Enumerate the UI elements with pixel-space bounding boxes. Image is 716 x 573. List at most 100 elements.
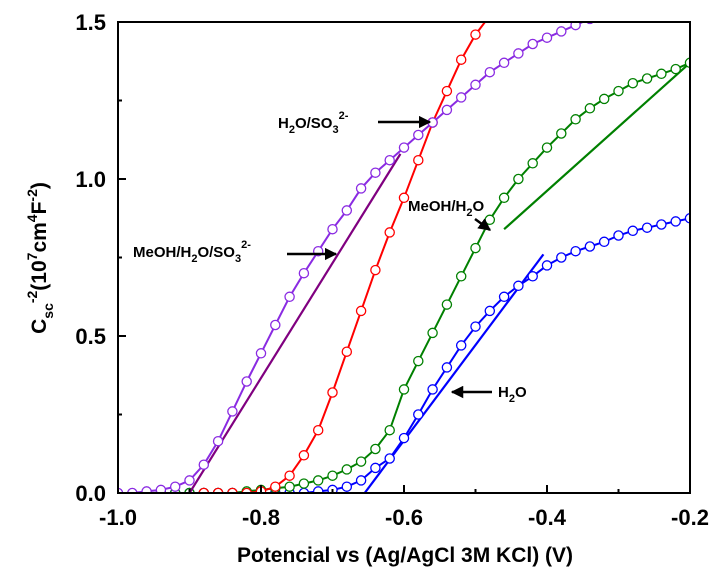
data-point <box>212 435 224 447</box>
x-axis-ticks: -1.0 -0.8 -0.6 -0.4 -0.2 <box>99 485 709 530</box>
data-point <box>370 264 381 276</box>
data-point <box>570 245 581 257</box>
data-point <box>441 299 453 310</box>
data-point <box>184 475 195 486</box>
data-point <box>684 213 690 224</box>
data-point <box>498 192 510 204</box>
data-point <box>527 38 538 50</box>
data-point <box>598 236 610 248</box>
data-point <box>341 205 353 216</box>
data-point <box>684 57 690 69</box>
curve-annotations: H2O/SO32- MeOH/H2O MeOH/H2O/SO32- H2O <box>133 110 527 405</box>
data-point <box>312 475 324 486</box>
data-point <box>584 103 596 114</box>
data-point <box>498 57 510 69</box>
data-point <box>284 291 295 303</box>
data-point <box>384 453 395 464</box>
data-point <box>455 92 467 103</box>
data-point <box>355 475 367 486</box>
x-axis-title: Potencial vs (Ag/AgCl 3M KCl) (V) <box>237 544 573 567</box>
data-point <box>613 230 624 241</box>
series-h2o-so3 <box>198 11 494 493</box>
data-point <box>341 346 353 357</box>
data-point <box>484 214 496 226</box>
annotation-meoh-h2o-so3: MeOH/H2O/SO32- <box>133 239 251 265</box>
data-point <box>413 355 424 367</box>
data-point <box>327 470 338 481</box>
data-point <box>413 129 424 141</box>
y-tick-label: 1.0 <box>75 167 106 192</box>
data-point <box>670 63 681 75</box>
fit-line-meoh-h2o <box>503 62 690 231</box>
data-point <box>570 114 581 125</box>
data-point <box>570 22 581 31</box>
data-point <box>513 280 524 292</box>
data-point <box>498 291 510 303</box>
data-point <box>670 216 681 227</box>
data-point <box>298 478 310 489</box>
data-point <box>470 321 481 332</box>
x-tick-label: -1.0 <box>99 505 137 530</box>
data-point <box>398 142 410 153</box>
y-axis-title: Csc-2(107cm4F-2) <box>24 182 56 334</box>
data-point <box>370 443 381 455</box>
data-point <box>485 11 494 20</box>
data-point <box>541 32 553 43</box>
y-tick-label: 0.5 <box>75 324 106 349</box>
data-point <box>255 348 267 359</box>
data-point <box>470 29 481 40</box>
data-point <box>198 459 210 470</box>
data-point <box>169 481 181 492</box>
data-point <box>541 142 553 153</box>
data-point <box>384 424 395 436</box>
data-point <box>398 384 410 395</box>
data-point <box>613 85 624 97</box>
annotation-h2o-so3: H2O/SO32- <box>278 110 349 136</box>
data-point <box>556 128 567 139</box>
data-point <box>441 362 453 373</box>
data-point <box>298 267 310 279</box>
x-tick-label: -0.6 <box>385 505 423 530</box>
x-tick-label: -0.2 <box>671 505 709 530</box>
series-line-meoh-h2o-so3 <box>118 22 586 493</box>
data-point <box>398 432 410 444</box>
data-point <box>227 406 238 417</box>
data-point <box>370 167 381 178</box>
data-point <box>484 305 496 317</box>
data-point <box>384 227 395 238</box>
svg-text:Csc-2(107cm4F-2): Csc-2(107cm4F-2) <box>24 182 56 334</box>
data-point <box>141 486 152 493</box>
data-point <box>284 481 295 492</box>
data-point <box>656 68 667 80</box>
data-point <box>413 154 424 166</box>
data-point <box>527 158 538 169</box>
data-point <box>413 409 424 420</box>
data-point <box>155 484 167 493</box>
data-point <box>627 225 639 237</box>
data-point <box>470 79 481 91</box>
data-point <box>355 305 367 317</box>
data-point <box>641 222 653 233</box>
data-point <box>341 464 353 475</box>
fit-line-h2o <box>363 253 545 493</box>
data-point <box>484 66 496 78</box>
series-line-meoh-h2o <box>160 61 690 493</box>
data-point <box>513 173 524 185</box>
data-point <box>441 104 453 116</box>
data-point <box>298 450 310 461</box>
data-point <box>656 219 667 230</box>
data-point <box>241 376 252 387</box>
data-point <box>427 327 438 339</box>
data-point <box>384 154 395 166</box>
data-point <box>327 223 338 235</box>
y-tick-label: 1.5 <box>75 10 106 35</box>
data-point <box>541 260 553 271</box>
series-meoh-h2o-so3 <box>118 22 595 493</box>
data-point <box>427 384 438 395</box>
data-point <box>341 481 353 492</box>
data-point <box>641 73 653 84</box>
data-point <box>470 242 481 254</box>
annotation-h2o: H2O <box>498 384 527 405</box>
fit-line-meoh-h2o-so3 <box>188 153 402 493</box>
x-tick-label: -0.8 <box>242 505 280 530</box>
